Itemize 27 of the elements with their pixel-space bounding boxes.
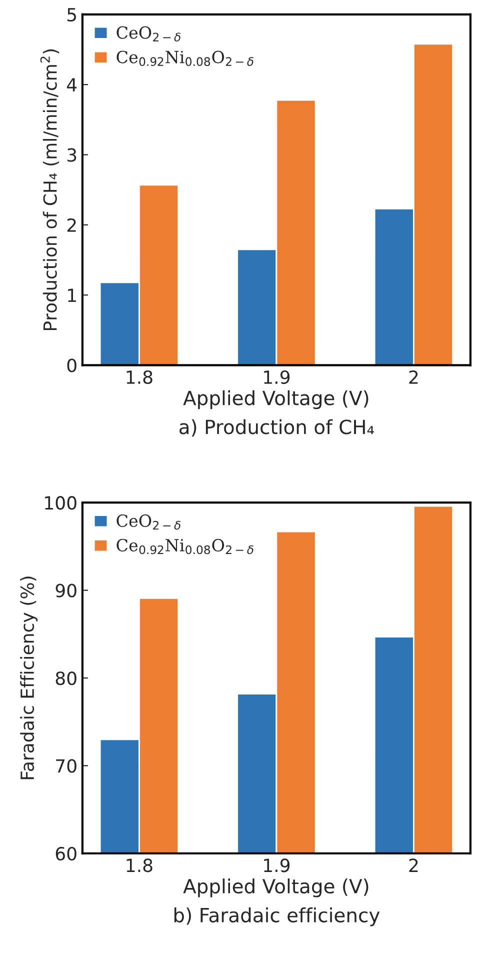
y-tick-label: 70 xyxy=(56,759,76,773)
y-tick-label: 5 xyxy=(67,8,76,22)
y-tick-label: 4 xyxy=(66,78,77,92)
x-tick-label: 1.9 xyxy=(264,370,290,384)
legend-label: CeO$_{2−δ}$ xyxy=(116,514,180,530)
y-tick-label: 100 xyxy=(45,496,76,510)
y-tick-label: 80 xyxy=(56,671,76,686)
legend-label: CeO$_{2−δ}$ xyxy=(116,26,180,42)
x-tick-label: 2 xyxy=(409,370,418,384)
y-tick-label: 1 xyxy=(68,288,76,302)
x-axis-title: Applied Voltage (V) xyxy=(183,878,368,898)
x-axis-title: Applied Voltage (V) xyxy=(183,390,368,410)
legend-label: Ce$_{0.92}$Ni$_{0.08}$O$_{2−δ}$ xyxy=(116,538,254,554)
y-tick-label: 60 xyxy=(56,846,76,860)
y-tick-label: 0 xyxy=(67,358,76,372)
text: a) Production of CH₄ xyxy=(180,419,374,437)
y-tick-label: 2 xyxy=(67,218,76,232)
y-axis-title: Faradaic Efficiency (%) xyxy=(20,576,38,780)
y-tick-label: 90 xyxy=(56,584,76,598)
x-tick-label: 1.8 xyxy=(126,858,152,872)
text: b) Faradaic efficiency xyxy=(174,907,380,926)
y-tick-label: 3 xyxy=(67,148,76,162)
x-tick-label: 1.8 xyxy=(126,370,152,384)
x-tick-label: 1.9 xyxy=(264,858,290,872)
legend-label: Ce$_{0.92}$Ni$_{0.08}$O$_{2−δ}$ xyxy=(116,50,254,66)
y-axis-title: Production of CH₄ (ml/min/cm$^{2}$) xyxy=(40,49,60,330)
x-tick-label: 2 xyxy=(409,858,418,872)
